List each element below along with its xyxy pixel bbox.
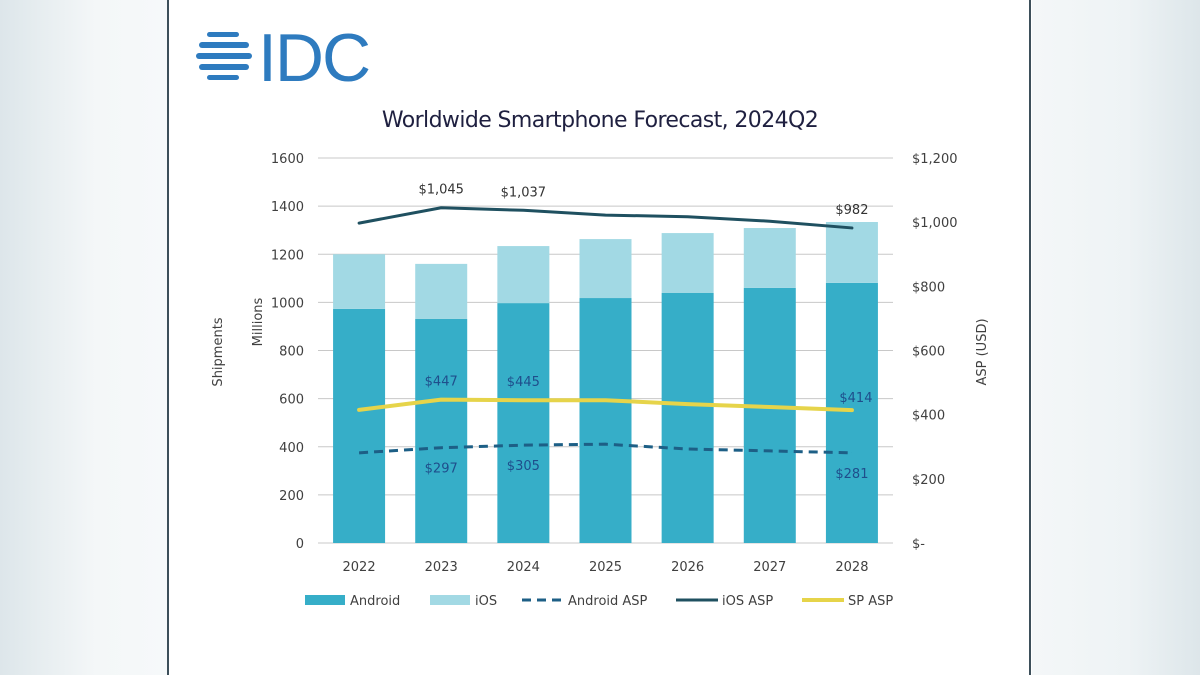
- y-axis-title-left: Shipments: [211, 317, 226, 386]
- legend-android-label: Android: [350, 594, 400, 609]
- bar-android: [743, 287, 796, 543]
- bar-android: [415, 318, 468, 543]
- y-axis-title-right: ASP (USD): [975, 318, 990, 385]
- idc-logo-text: IDC: [258, 20, 371, 96]
- bar-ios: [333, 254, 386, 309]
- bar-android: [497, 303, 550, 543]
- y-tick-label-right: $600: [912, 345, 945, 360]
- legend-ios-asp-label: iOS ASP: [722, 594, 773, 609]
- y-tick-label-left: 1000: [271, 296, 304, 311]
- legend-sp-asp-label: SP ASP: [848, 594, 893, 609]
- y-tick-label-left: 1400: [271, 200, 304, 215]
- data-label: $305: [507, 459, 540, 474]
- legend-android-asp-label: Android ASP: [568, 594, 648, 609]
- y-tick-label-left: 600: [279, 393, 304, 408]
- x-tick-label: 2027: [753, 560, 786, 575]
- bar-android: [825, 282, 878, 543]
- y-tick-label-left: 1600: [271, 152, 304, 167]
- data-label: $1,037: [501, 185, 547, 200]
- data-label: $414: [839, 391, 872, 406]
- x-tick-label: 2022: [343, 560, 376, 575]
- bar-android: [579, 298, 632, 543]
- y-tick-label-right: $200: [912, 473, 945, 488]
- y-tick-label-right: $800: [912, 280, 945, 295]
- x-tick-label: 2023: [425, 560, 458, 575]
- bar-ios: [825, 222, 878, 283]
- y-tick-label-right: $1,000: [912, 216, 958, 231]
- bar-ios: [661, 233, 714, 293]
- data-label: $445: [507, 375, 540, 390]
- data-label: $297: [425, 462, 458, 477]
- legend-ios-swatch: [430, 595, 470, 605]
- data-label: $281: [835, 467, 868, 482]
- y-tick-label-left: 200: [279, 489, 304, 504]
- x-tick-label: 2026: [671, 560, 704, 575]
- idc-logo-icon: [196, 32, 252, 80]
- bar-ios: [415, 263, 468, 319]
- legend-android-swatch: [305, 595, 345, 605]
- bar-android: [333, 308, 386, 543]
- data-label: $982: [835, 203, 868, 218]
- bar-ios: [743, 228, 796, 288]
- data-label: $1,045: [418, 183, 464, 198]
- y-tick-label-left: 400: [279, 441, 304, 456]
- y-tick-label-left: 0: [296, 537, 304, 552]
- y-tick-label-left: 800: [279, 345, 304, 360]
- y-tick-label-left: 1200: [271, 248, 304, 263]
- bar-ios: [497, 246, 550, 304]
- y-tick-label-right: $400: [912, 409, 945, 424]
- y-tick-label-right: $-: [912, 537, 925, 552]
- x-tick-label: 2024: [507, 560, 540, 575]
- line-ios-asp: [357, 206, 854, 230]
- data-label: $447: [425, 375, 458, 390]
- legend-ios-label: iOS: [475, 594, 497, 609]
- chart-title: Worldwide Smartphone Forecast, 2024Q2: [381, 108, 819, 133]
- y-tick-label-right: $1,200: [912, 152, 958, 167]
- x-tick-label: 2025: [589, 560, 622, 575]
- bar-ios: [579, 239, 632, 299]
- bar-android: [661, 292, 714, 543]
- x-tick-label: 2028: [835, 560, 868, 575]
- y-axis-subtitle-left: Millions: [251, 297, 266, 346]
